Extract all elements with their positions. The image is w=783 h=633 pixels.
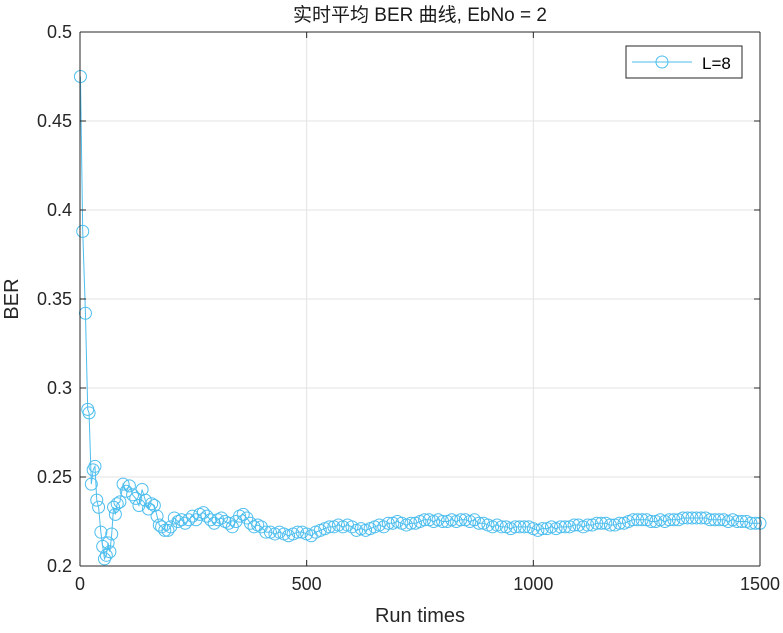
tick-labels: 0 500 1000 1500 0.2 0.25 0.3 0.35 0.4 0.45 0.5 [37, 22, 780, 594]
data-point-marker [590, 516, 604, 530]
data-point-marker [644, 515, 658, 528]
data-point-marker [708, 513, 722, 527]
x-tick-label: 1500 [740, 574, 780, 594]
axes [79, 31, 761, 567]
y-tick-label: 0.5 [47, 22, 72, 42]
data-point-marker [495, 520, 509, 534]
data-point-marker [626, 513, 640, 527]
data-point-marker [612, 516, 626, 530]
y-tick-label: 0.35 [37, 289, 72, 309]
data-point-marker [676, 511, 690, 525]
x-tick-label: 1000 [513, 574, 553, 594]
data-point-marker [635, 513, 649, 527]
data-point-marker [712, 513, 726, 527]
data-point-marker [88, 459, 102, 473]
data-point-marker [214, 511, 228, 525]
data-point-marker [581, 518, 595, 532]
data-point-marker [161, 523, 175, 537]
data-point-marker [345, 520, 359, 534]
y-tick-label: 0.3 [47, 378, 72, 398]
data-point-marker [82, 406, 96, 420]
data-point-marker [377, 520, 391, 534]
data-point-marker [508, 520, 522, 534]
data-point-marker [90, 493, 104, 507]
data-point-marker [76, 224, 90, 238]
data-point-marker [116, 477, 130, 491]
data-point-marker [748, 516, 762, 530]
legend-label-l8: L=8 [702, 54, 731, 73]
data-point-marker [594, 516, 608, 530]
data-point-marker [554, 520, 568, 534]
data-point-marker [164, 520, 178, 534]
legend-circle-marker-icon [655, 55, 669, 69]
data-point-marker [381, 516, 395, 530]
data-point-marker [182, 513, 196, 527]
data-point-marker [703, 513, 717, 527]
data-point-marker [113, 495, 127, 509]
data-point-marker [150, 509, 164, 523]
data-point-marker [84, 477, 98, 491]
data-point-marker [730, 515, 744, 528]
data-point-marker [454, 513, 468, 527]
y-tick-label: 0.4 [47, 200, 72, 220]
data-point-marker [145, 497, 159, 511]
y-tick-label: 0.2 [47, 556, 72, 576]
data-point-marker [99, 548, 113, 562]
data-point-marker [631, 513, 645, 527]
data-point-marker [101, 536, 115, 550]
data-point-marker [105, 527, 119, 541]
data-point-marker [222, 516, 236, 530]
data-point-marker [86, 463, 100, 477]
data-point-marker [567, 518, 581, 532]
data-point-marker [418, 513, 432, 527]
data-point-marker [196, 506, 210, 520]
data-point-marker [155, 520, 169, 534]
series-layer [73, 70, 767, 566]
y-tick-label: 0.45 [37, 111, 72, 131]
data-point-marker [110, 497, 124, 511]
data-point-marker [744, 516, 758, 530]
data-point-marker [259, 525, 273, 539]
data-point-marker [291, 525, 305, 539]
data-point-marker [690, 511, 704, 525]
data-point-marker [322, 520, 336, 534]
x-tick-label: 500 [292, 574, 322, 594]
data-point-marker [603, 518, 617, 532]
data-point-marker [735, 515, 749, 528]
data-point-marker [78, 306, 92, 320]
data-point-marker [535, 522, 549, 536]
data-point-marker [436, 515, 450, 528]
data-point-marker [694, 511, 708, 525]
data-point-marker [685, 511, 699, 525]
data-point-marker [517, 520, 531, 534]
data-point-marker [92, 500, 106, 514]
legend: L=8 [625, 45, 743, 79]
data-point-marker [513, 520, 527, 534]
data-point-marker [147, 498, 161, 512]
data-point-marker [108, 507, 122, 521]
data-point-marker [204, 513, 218, 527]
data-point-marker [207, 516, 221, 530]
data-point-marker [662, 513, 676, 527]
data-point-marker [467, 513, 481, 527]
chart-title: 实时平均 BER 曲线, EbNo = 2 [293, 4, 547, 26]
data-point-marker [558, 520, 572, 534]
data-point-marker [236, 507, 250, 521]
y-tick-label: 0.25 [37, 467, 72, 487]
data-point-marker [472, 516, 486, 530]
x-tick-label: 0 [75, 574, 85, 594]
data-point-marker [103, 545, 117, 559]
data-point-marker [680, 511, 694, 525]
data-point-marker [404, 516, 418, 530]
data-point-marker [94, 525, 108, 539]
x-axis-label: Run times [375, 605, 465, 627]
data-point-marker [167, 511, 181, 525]
data-point-marker [129, 491, 143, 505]
data-point-marker [667, 513, 681, 527]
data-point-marker [122, 479, 136, 493]
y-axis-label: BER [1, 278, 23, 319]
